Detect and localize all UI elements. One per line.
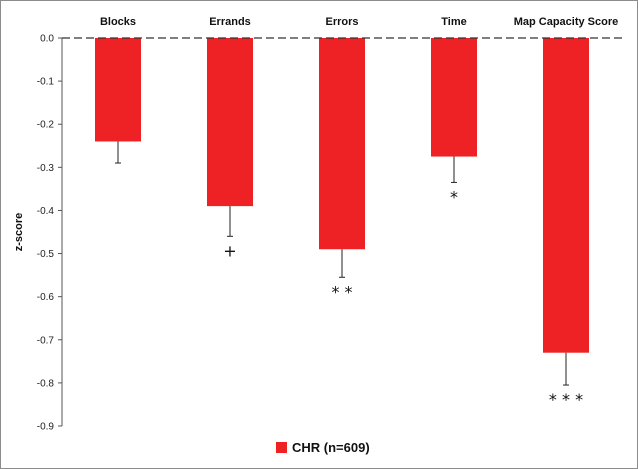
y-axis-label: z-score [13,213,25,252]
y-tick-label: -0.8 [37,378,55,389]
y-tick-label: -0.4 [37,206,55,217]
y-tick-label: -0.9 [37,422,55,433]
significance-marker: * * [331,282,352,301]
category-label: Blocks [100,16,136,28]
bar [543,38,589,353]
y-tick-label: 0.0 [40,34,54,45]
bar [431,38,477,157]
bar [319,38,365,250]
significance-marker: * [450,187,458,206]
category-label: Errors [325,16,358,28]
y-tick-label: -0.2 [37,120,55,131]
y-tick-label: -0.5 [37,249,55,260]
legend-swatch [276,442,287,453]
bars: + * * * * * * [95,38,589,409]
category-label: Time [441,16,466,28]
y-tick-label: -0.7 [37,335,55,346]
significance-marker: * * * [549,390,583,409]
y-axis: 0.0 -0.1 -0.2 -0.3 -0.4 -0.5 -0.6 -0.7 -0.8 -0.9 [37,34,63,433]
category-labels: Blocks Errands Errors Time Map Capacity Scor… [100,16,618,28]
y-tick-label: -0.6 [37,292,55,303]
y-tick-label: -0.3 [37,163,55,174]
legend-label: CHR (n=609) [292,440,370,455]
legend: CHR (n=609) [276,440,370,455]
bar [207,38,253,207]
y-tick-label: -0.1 [37,77,55,88]
category-label: Map Capacity Score [514,16,619,28]
category-label: Errands [209,16,251,28]
significance-marker: + [223,241,236,260]
bar [95,38,141,142]
